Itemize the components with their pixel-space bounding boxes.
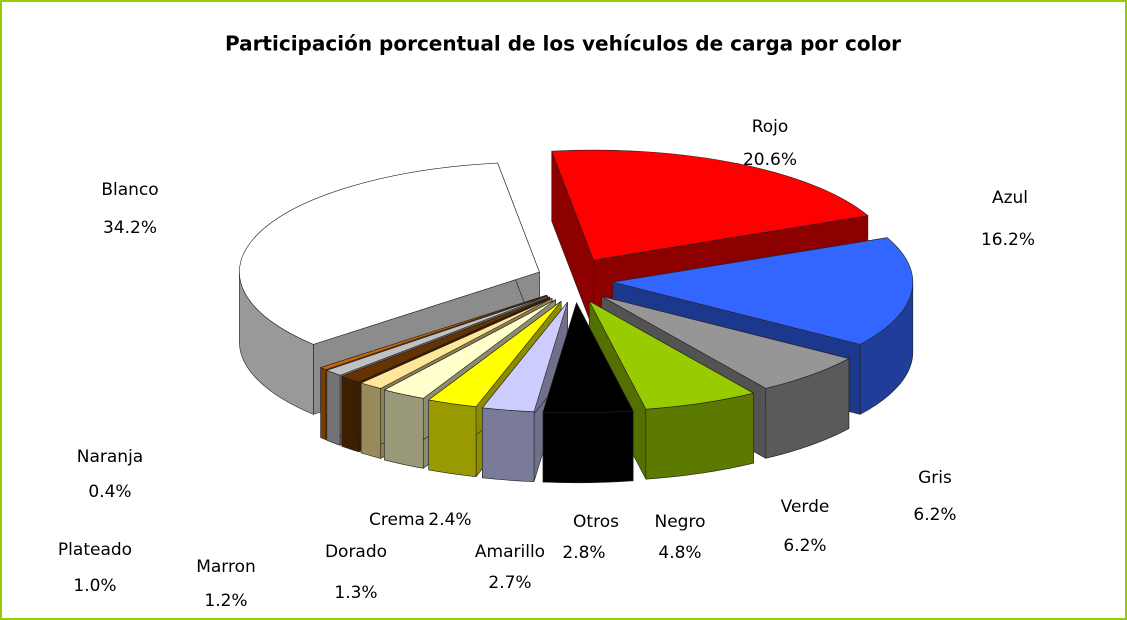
slice-top [551, 149, 869, 261]
category-label: Rojo [752, 117, 789, 137]
slice-side [360, 382, 381, 459]
slice-top [384, 299, 557, 399]
value-label: 34.2% [103, 218, 157, 238]
value-label: 6.2% [783, 536, 826, 556]
category-label: Naranja [77, 447, 143, 467]
slice-top [428, 300, 562, 408]
value-label: 20.6% [743, 150, 797, 170]
category-label: Crema [369, 510, 425, 530]
category-label: Amarillo [475, 542, 545, 562]
value-label: 2.4% [428, 510, 471, 530]
category-label: Otros [573, 512, 619, 532]
slice-side [482, 407, 535, 482]
slice-side [428, 399, 477, 478]
category-label: Plateado [58, 540, 132, 560]
slice-side [542, 410, 634, 484]
value-label: 1.3% [334, 583, 377, 603]
slice [482, 302, 568, 482]
slice-top [326, 295, 549, 376]
slice-side [384, 389, 424, 469]
slice-top [601, 296, 850, 389]
slice [542, 302, 634, 484]
slice-top [360, 297, 553, 389]
category-label: Blanco [101, 180, 158, 200]
category-label: Dorado [325, 542, 387, 562]
value-label: 2.7% [488, 573, 531, 593]
slice-top [482, 302, 568, 412]
value-label: 2.8% [562, 543, 605, 563]
chart-title: Participación porcentual de los vehículo… [225, 32, 901, 56]
category-label: Negro [655, 512, 706, 532]
value-label: 6.2% [913, 505, 956, 525]
slice-side [320, 367, 327, 440]
value-label: 16.2% [981, 230, 1035, 250]
slice-side [326, 370, 341, 446]
category-label: Marron [196, 557, 256, 577]
pie [239, 149, 914, 484]
slice-top [239, 162, 540, 345]
slice-top [320, 294, 547, 370]
value-label: 4.8% [658, 543, 701, 563]
slice-side [341, 376, 360, 453]
category-label: Verde [781, 497, 830, 517]
slice-top [612, 237, 914, 345]
slice-top [542, 302, 634, 414]
slice-top [341, 296, 551, 383]
value-label: 1.2% [204, 591, 247, 611]
category-label: Azul [992, 188, 1028, 208]
value-label: 0.4% [88, 482, 131, 502]
value-label: 1.0% [73, 576, 116, 596]
slice-top [588, 300, 754, 410]
category-label: Gris [918, 468, 952, 488]
